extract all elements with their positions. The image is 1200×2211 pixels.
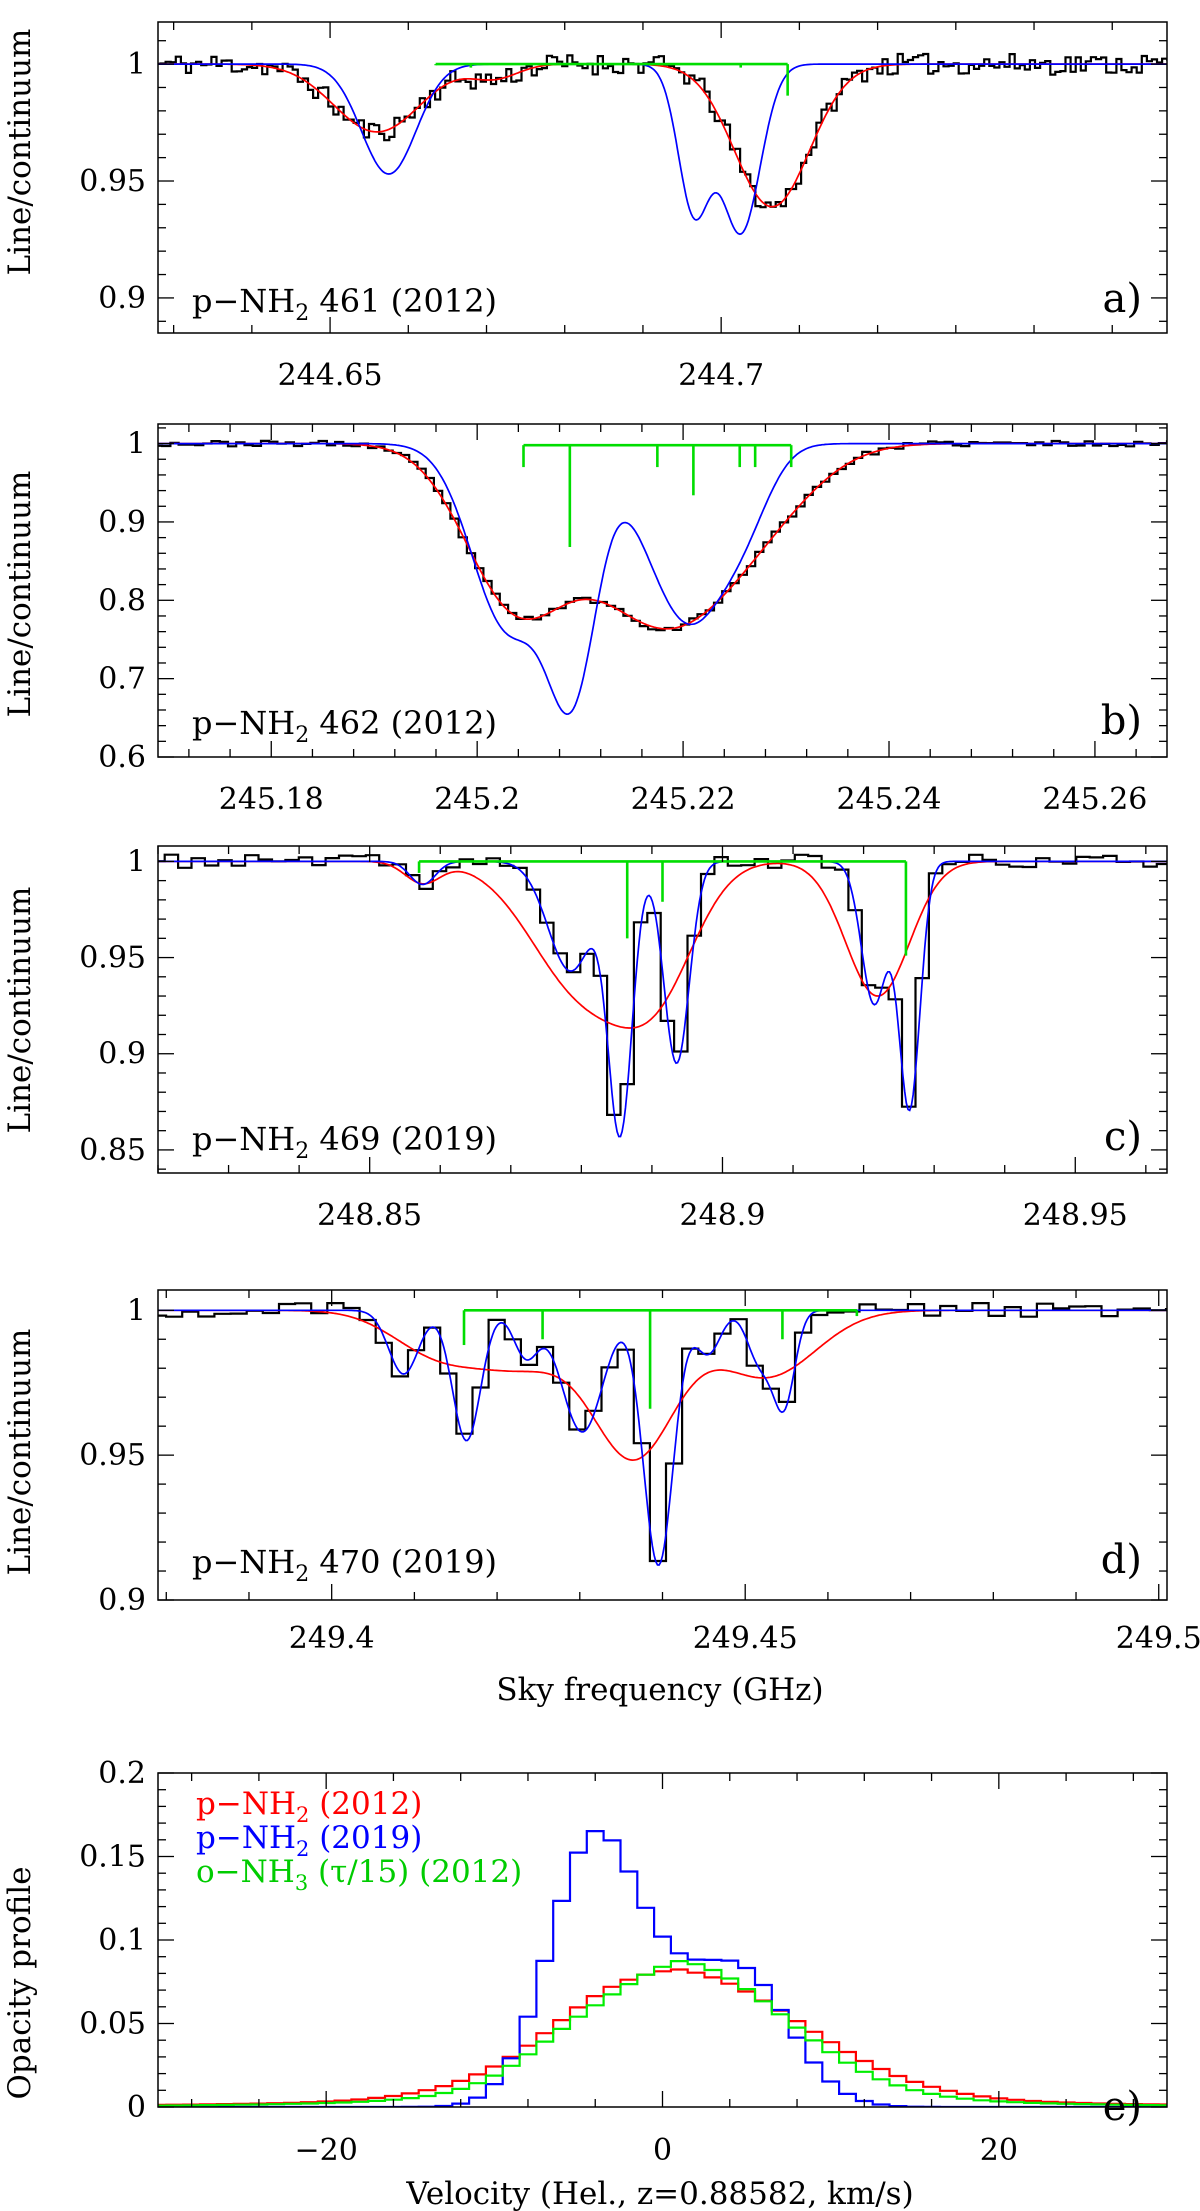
panel-e-letter: e) (1103, 2084, 1142, 2130)
panel-d: Line/continuum p−NH2 470 (2019) d) Sky f… (2, 1329, 1142, 1708)
legend-entry-o-nh3-2012: o−NH3 (τ/15) (2012) (196, 1854, 522, 1895)
component-markers-d (462, 1308, 859, 1409)
x-tick-label-c: 248.85 (317, 1198, 422, 1233)
panel-a: Line/continuum p−NH2 461 (2012) a) (2, 29, 1142, 326)
frame-a (157, 21, 1168, 334)
panel-d-xlabel: Sky frequency (GHz) (496, 1672, 823, 1708)
series-o-nh3-tau-15-2012- (158, 1960, 1167, 2107)
plot-d: 249.4 249.45 249.5 0.9 0.95 1 (79, 1289, 1200, 1656)
plot-c: 248.85 248.9 248.95 0.85 0.9 0.95 1 (79, 844, 1168, 1233)
x-tick-label-c: 248.9 (680, 1198, 766, 1233)
x-tick-label-d: 249.5 (1116, 1621, 1200, 1656)
panel-c-letter: c) (1104, 1114, 1142, 1160)
x-tick-label-b: 245.26 (1042, 782, 1147, 817)
x-tick-label-e: 0 (653, 2133, 672, 2168)
y-tick-label-b: 0.9 (98, 505, 146, 540)
series-data-c (158, 853, 1167, 1116)
panel-e-ylabel: Opacity profile (2, 1866, 38, 2099)
plot-e: −20 0 20 0 0.05 0.1 0.15 0.2 (79, 1756, 1168, 2168)
panel-a-label: p−NH2 461 (2012) (192, 282, 497, 326)
series-blue-fit-b (158, 442, 1167, 715)
panel-a-ylabel: Line/continuum (2, 29, 38, 276)
panel-d-ylabel: Line/continuum (2, 1329, 38, 1576)
x-tick-label-b: 245.24 (837, 782, 942, 817)
frame-b (157, 423, 1168, 758)
panel-e: Opacity profile e) Velocity (Hel., z=0.8… (2, 1786, 1142, 2211)
x-tick-label-b: 245.18 (219, 782, 324, 817)
series-data-b (158, 439, 1167, 632)
y-tick-label-e: 0.05 (79, 2007, 146, 2042)
panel-a-letter: a) (1103, 276, 1142, 322)
y-tick-label-a: 1 (127, 47, 146, 82)
y-tick-label-b: 0.8 (98, 583, 146, 618)
y-tick-label-b: 0.7 (98, 662, 146, 697)
y-tick-label-d: 1 (127, 1293, 146, 1328)
series-data-a (158, 52, 1167, 209)
series-data-d (158, 1302, 1167, 1563)
plot-a: 244.65 244.7 0.9 0.95 1 (79, 21, 1168, 393)
component-markers-b (522, 443, 793, 548)
panel-c-ylabel: Line/continuum (2, 887, 38, 1134)
x-tick-label-b: 245.22 (631, 782, 736, 817)
x-tick-label-a: 244.7 (678, 358, 764, 393)
y-tick-label-e: 0 (127, 2090, 146, 2125)
y-tick-label-b: 1 (127, 427, 146, 462)
plot-area-c (158, 853, 1167, 1138)
series-blue-fit-a (158, 63, 1167, 236)
y-tick-label-e: 0.15 (79, 1840, 146, 1875)
y-tick-label-c: 0.9 (98, 1037, 146, 1072)
component-markers-a (434, 62, 789, 96)
panel-d-label: p−NH2 470 (2019) (192, 1543, 497, 1587)
legend-entry-p-nh2-2019: p−NH2 (2019) (196, 1820, 422, 1861)
x-tick-label-a: 244.65 (278, 358, 383, 393)
panel-b-label: p−NH2 462 (2012) (192, 704, 497, 748)
series-blue-fit-d (158, 1309, 1167, 1566)
y-tick-label-a: 0.95 (79, 164, 146, 199)
x-tick-label-e: 20 (980, 2133, 1018, 2168)
y-tick-label-c: 0.85 (79, 1133, 146, 1168)
series-red-fit-d (158, 1309, 1167, 1461)
y-tick-label-c: 1 (127, 844, 146, 879)
frame-c (157, 845, 1168, 1174)
y-tick-label-d: 0.9 (98, 1583, 146, 1618)
panel-b-ylabel: Line/continuum (2, 471, 38, 718)
y-tick-label-e: 0.2 (98, 1756, 146, 1791)
x-tick-label-b: 245.2 (434, 782, 520, 817)
plot-area-d (158, 1302, 1167, 1566)
y-tick-label-a: 0.9 (98, 281, 146, 316)
series-red-fit-b (158, 442, 1167, 630)
panel-b-letter: b) (1101, 698, 1142, 744)
component-markers-c (417, 860, 908, 956)
series-p-nh2-2012- (158, 1968, 1167, 2106)
y-tick-label-e: 0.1 (98, 1923, 146, 1958)
legend-entry-p-nh2-2012: p−NH2 (2012) (196, 1786, 422, 1827)
panel-e-xlabel: Velocity (Hel., z=0.88582, km/s) (405, 2176, 913, 2211)
plot-area-b (158, 439, 1167, 715)
x-tick-label-d: 249.45 (693, 1621, 798, 1656)
y-tick-label-c: 0.95 (79, 941, 146, 976)
x-tick-label-c: 248.95 (1023, 1198, 1128, 1233)
plot-area-a (158, 52, 1167, 236)
plot-b: 245.18 245.2 245.22 245.24 245.26 0.6 0.7 0.8 0.… (98, 423, 1168, 817)
panel-d-letter: d) (1101, 1537, 1142, 1583)
y-tick-label-b: 0.6 (98, 740, 146, 775)
panel-b: Line/continuum p−NH2 462 (2012) b) (2, 471, 1142, 748)
y-tick-label-d: 0.95 (79, 1438, 146, 1473)
x-tick-label-d: 249.4 (289, 1621, 375, 1656)
x-tick-label-e: −20 (295, 2133, 358, 2168)
panel-c-label: p−NH2 469 (2019) (192, 1120, 497, 1164)
series-blue-fit-c (158, 860, 1167, 1138)
panel-c: Line/continuum p−NH2 469 (2019) c) (2, 887, 1142, 1164)
